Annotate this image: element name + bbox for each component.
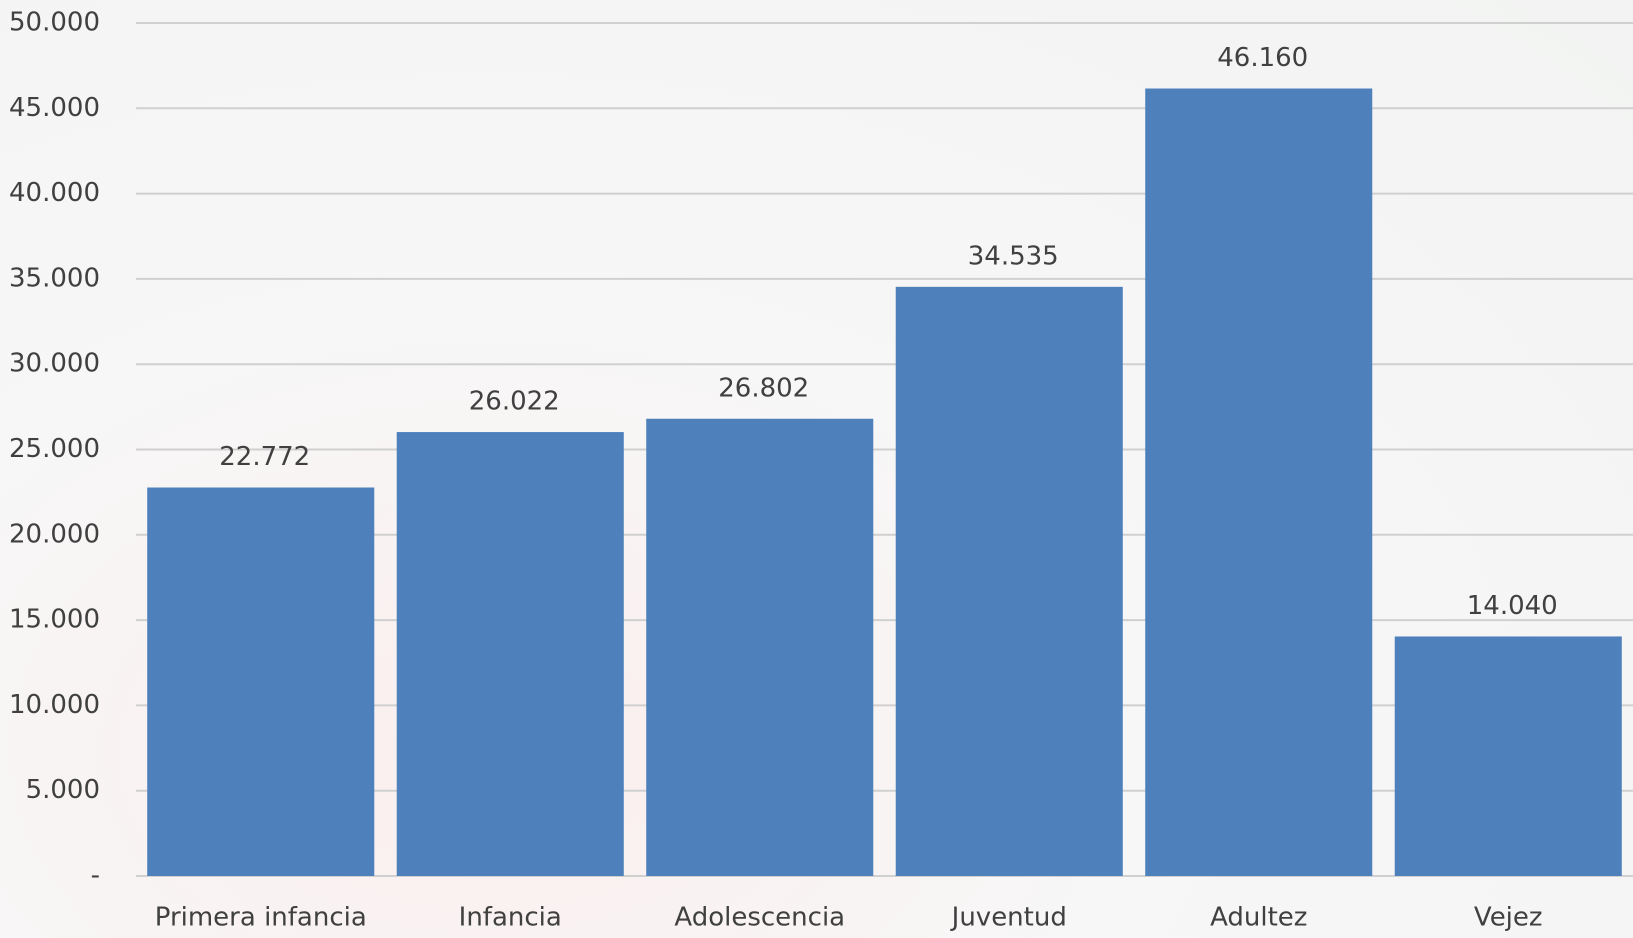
y-tick-label: 40.000: [9, 178, 100, 208]
bar: [896, 287, 1123, 876]
bar: [1395, 636, 1622, 876]
y-tick-label: 15.000: [9, 605, 100, 635]
y-tick-label: 25.000: [9, 434, 100, 464]
data-label: 46.160: [1217, 43, 1308, 73]
chart: - 5.000 10.000 15.000 20.000 25.000 30.000 35.0…: [0, 0, 1633, 938]
y-tick-label: 45.000: [9, 93, 100, 123]
x-tick-label: Infancia: [459, 903, 562, 933]
data-label: 26.022: [469, 387, 560, 417]
y-tick-label: 20.000: [9, 519, 100, 549]
y-tick-label: -: [91, 861, 100, 891]
y-tick-label: 30.000: [9, 349, 100, 379]
y-tick-label: 35.000: [9, 263, 100, 293]
bar: [397, 432, 624, 876]
x-tick-label: Vejez: [1474, 903, 1543, 933]
y-tick-label: 10.000: [9, 690, 100, 720]
bar: [1145, 89, 1372, 876]
x-tick-label: Primera infancia: [155, 903, 367, 933]
y-tick-label: 50.000: [9, 8, 100, 38]
data-label: 26.802: [718, 373, 809, 403]
x-tick-label: Adolescencia: [674, 903, 845, 933]
x-tick-label: Juventud: [950, 903, 1067, 933]
y-tick-label: 5.000: [26, 775, 100, 805]
x-tick-label: Adultez: [1210, 903, 1307, 933]
data-label: 34.535: [968, 241, 1059, 271]
data-label: 22.772: [219, 442, 310, 472]
bar: [147, 488, 374, 876]
data-label: 14.040: [1467, 591, 1558, 621]
bar: [646, 419, 873, 876]
